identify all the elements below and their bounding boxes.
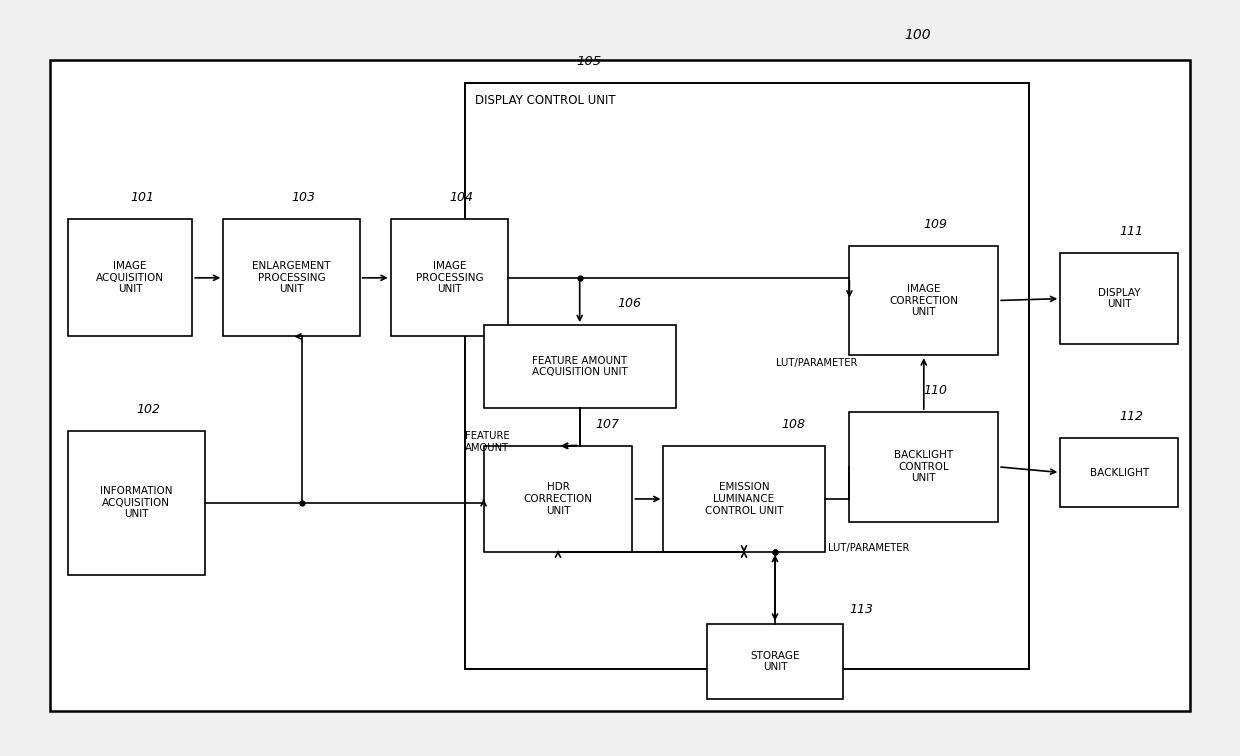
Text: 108: 108: [781, 418, 805, 431]
Text: EMISSION
LUMINANCE
CONTROL UNIT: EMISSION LUMINANCE CONTROL UNIT: [704, 482, 784, 516]
Text: IMAGE
ACQUISITION
UNIT: IMAGE ACQUISITION UNIT: [97, 262, 164, 294]
Text: IMAGE
CORRECTION
UNIT: IMAGE CORRECTION UNIT: [889, 284, 959, 317]
Text: 103: 103: [291, 191, 315, 204]
Bar: [223, 219, 360, 336]
Text: 113: 113: [849, 603, 873, 616]
Text: 100: 100: [904, 27, 931, 42]
Text: LUT/PARAMETER: LUT/PARAMETER: [828, 543, 910, 553]
Bar: [1060, 438, 1178, 507]
Bar: [663, 446, 825, 552]
Bar: [68, 431, 205, 575]
Bar: [707, 624, 843, 699]
Text: 104: 104: [449, 191, 474, 204]
Bar: [465, 83, 1029, 669]
Bar: [849, 412, 998, 522]
Text: FEATURE AMOUNT
ACQUISITION UNIT: FEATURE AMOUNT ACQUISITION UNIT: [532, 356, 627, 377]
Text: 107: 107: [595, 418, 619, 431]
Bar: [391, 219, 508, 336]
Text: DISPLAY
UNIT: DISPLAY UNIT: [1097, 288, 1141, 309]
Text: 112: 112: [1118, 411, 1143, 423]
Text: 106: 106: [618, 297, 641, 310]
Bar: [484, 446, 632, 552]
Bar: [68, 219, 192, 336]
Text: INFORMATION
ACQUISITION
UNIT: INFORMATION ACQUISITION UNIT: [100, 486, 172, 519]
Text: IMAGE
PROCESSING
UNIT: IMAGE PROCESSING UNIT: [415, 262, 484, 294]
Text: BACKLIGHT
CONTROL
UNIT: BACKLIGHT CONTROL UNIT: [894, 451, 954, 483]
Text: STORAGE
UNIT: STORAGE UNIT: [750, 651, 800, 672]
Text: HDR
CORRECTION
UNIT: HDR CORRECTION UNIT: [523, 482, 593, 516]
Text: 105: 105: [577, 55, 601, 68]
Text: 101: 101: [130, 191, 154, 204]
Text: 110: 110: [924, 384, 947, 397]
Text: LUT/PARAMETER: LUT/PARAMETER: [776, 358, 858, 368]
Text: DISPLAY CONTROL UNIT: DISPLAY CONTROL UNIT: [475, 94, 615, 107]
Text: ENLARGEMENT
PROCESSING
UNIT: ENLARGEMENT PROCESSING UNIT: [252, 262, 331, 294]
Bar: [1060, 253, 1178, 344]
Text: 111: 111: [1118, 225, 1143, 238]
Text: 102: 102: [136, 403, 160, 416]
Bar: [50, 60, 1190, 711]
Bar: [849, 246, 998, 355]
Text: 109: 109: [924, 218, 947, 231]
Text: BACKLIGHT: BACKLIGHT: [1090, 467, 1148, 478]
Text: FEATURE
AMOUNT: FEATURE AMOUNT: [465, 432, 510, 453]
Bar: [484, 325, 676, 408]
